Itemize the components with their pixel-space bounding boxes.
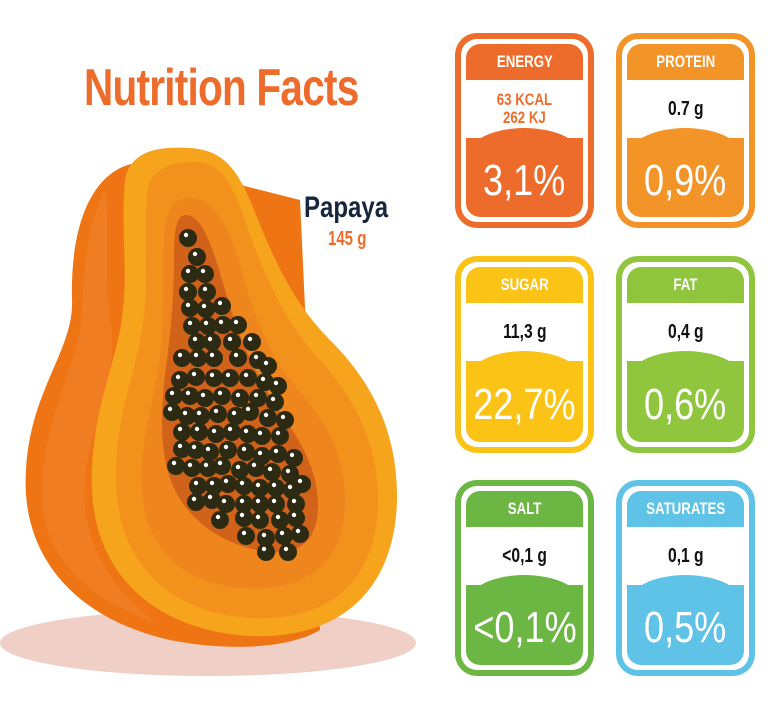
nutrient-card-salt: SALT <0,1 g <0,1% (455, 480, 594, 676)
nutrient-amount: 11,3 g (502, 320, 547, 343)
nutrient-percent: <0,1% (466, 575, 583, 665)
nutrient-card-protein: PROTEIN 0.7 g 0,9% (616, 33, 755, 228)
nutrient-amount: 0.7 g (667, 97, 704, 120)
nutrient-amount: 63 KCAL 262 KJ (496, 90, 553, 127)
nutrient-amount: 0,4 g (667, 320, 704, 343)
papaya-seeds (163, 229, 311, 561)
fruit-weight: 145 g (328, 228, 367, 250)
nutrient-percent: 3,1% (466, 128, 583, 217)
nutrient-amount: <0,1 g (502, 544, 547, 567)
nutrient-label: PROTEIN (627, 44, 744, 80)
nutrient-percent: 0,6% (627, 351, 744, 442)
papaya-illustration (0, 147, 416, 676)
fruit-name: Papaya (304, 191, 389, 224)
nutrient-card-energy: ENERGY 63 KCAL 262 KJ 3,1% (455, 33, 594, 228)
nutrient-percent: 0,5% (627, 575, 744, 665)
nutrient-label: SUGAR (466, 267, 583, 303)
nutrient-label: SATURATES (627, 491, 744, 527)
nutrient-amount: 0,1 g (667, 544, 704, 567)
nutrient-card-saturates: SATURATES 0,1 g 0,5% (616, 480, 755, 676)
nutrient-percent: 0,9% (627, 128, 744, 217)
nutrient-percent: 22,7% (466, 351, 583, 442)
nutrient-label: SALT (466, 491, 583, 527)
nutrient-label: FAT (627, 267, 744, 303)
nutrient-label: ENERGY (466, 44, 583, 80)
nutrient-card-sugar: SUGAR 11,3 g 22,7% (455, 256, 594, 453)
nutrient-card-fat: FAT 0,4 g 0,6% (616, 256, 755, 453)
page-title: Nutrition Facts (84, 59, 359, 117)
